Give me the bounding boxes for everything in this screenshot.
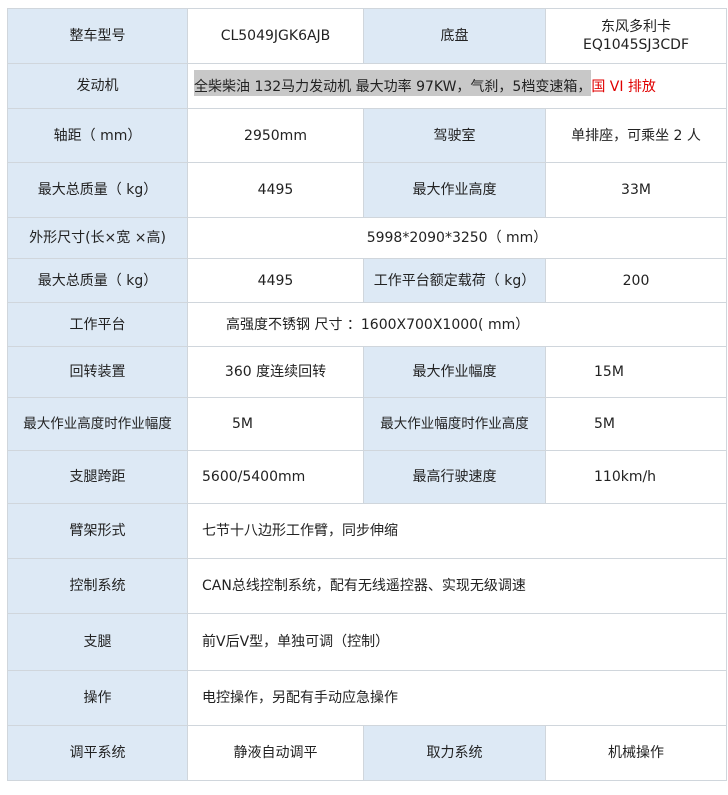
row-value: 单排座，可乘坐 2 人 <box>545 108 727 163</box>
row-value: CL5049JGK6AJB <box>187 8 364 64</box>
table-row: 操作 电控操作，另配有手动应急操作 <box>7 670 727 726</box>
row-value: 200 <box>545 258 727 303</box>
spec-table: 整车型号 CL5049JGK6AJB 底盘 东风多利卡 EQ1045SJ3CDF … <box>7 8 727 781</box>
row-label: 驾驶室 <box>363 108 546 163</box>
engine-text: 全柴柴油 132马力发动机 最大功率 97KW，气刹，5档变速箱， <box>194 70 592 96</box>
row-value: 5600/5400mm <box>187 450 364 504</box>
row-label: 工作平台 <box>7 302 188 347</box>
row-label: 取力系统 <box>363 725 546 781</box>
row-label: 臂架形式 <box>7 503 188 559</box>
row-value: 5998*2090*3250（ mm） <box>187 217 727 259</box>
row-value: 360 度连续回转 <box>187 346 364 398</box>
row-value: CAN总线控制系统，配有无线遥控器、实现无级调速 <box>187 558 727 614</box>
table-row: 臂架形式 七节十八边形工作臂，同步伸缩 <box>7 503 727 559</box>
row-label: 工作平台额定载荷（ kg） <box>363 258 546 303</box>
row-label: 外形尺寸(长×宽 ×高) <box>7 217 188 259</box>
chassis-brand: 东风多利卡 <box>601 19 671 35</box>
table-row: 整车型号 CL5049JGK6AJB 底盘 东风多利卡 EQ1045SJ3CDF <box>7 8 727 64</box>
row-value: 电控操作，另配有手动应急操作 <box>187 670 727 726</box>
row-value: 全柴柴油 132马力发动机 最大功率 97KW，气刹，5档变速箱，国 VI 排放 <box>187 63 727 109</box>
table-row: 工作平台 高强度不锈钢 尺寸 ：1600X700X1000( mm） <box>7 302 727 347</box>
table-row: 外形尺寸(长×宽 ×高) 5998*2090*3250（ mm） <box>7 217 727 259</box>
table-row: 支腿 前V后V型，单独可调（控制） <box>7 613 727 671</box>
row-value: 2950mm <box>187 108 364 163</box>
row-value: 5M <box>545 397 727 451</box>
row-value: 33M <box>545 162 727 218</box>
row-label: 最大总质量（ kg） <box>7 258 188 303</box>
row-label: 最大作业高度 <box>363 162 546 218</box>
row-label: 回转装置 <box>7 346 188 398</box>
row-value: 110km/h <box>545 450 727 504</box>
row-label: 发动机 <box>7 63 188 109</box>
table-row: 轴距（ mm） 2950mm 驾驶室 单排座，可乘坐 2 人 <box>7 108 727 163</box>
row-value: 静液自动调平 <box>187 725 364 781</box>
row-value: 4495 <box>187 258 364 303</box>
row-label: 最大作业幅度 <box>363 346 546 398</box>
row-label: 支腿 <box>7 613 188 671</box>
table-row: 最大总质量（ kg） 4495 最大作业高度 33M <box>7 162 727 218</box>
row-label: 最大总质量（ kg） <box>7 162 188 218</box>
row-value: 高强度不锈钢 尺寸 ：1600X700X1000( mm） <box>187 302 727 347</box>
row-label: 轴距（ mm） <box>7 108 188 163</box>
row-value: 15M <box>545 346 727 398</box>
emission-text: 国 VI 排放 <box>591 79 656 95</box>
table-row: 调平系统 静液自动调平 取力系统 机械操作 <box>7 725 727 781</box>
table-row: 支腿跨距 5600/5400mm 最高行驶速度 110km/h <box>7 450 727 504</box>
row-label: 调平系统 <box>7 725 188 781</box>
row-value: 4495 <box>187 162 364 218</box>
table-row: 控制系统 CAN总线控制系统，配有无线遥控器、实现无级调速 <box>7 558 727 614</box>
row-value: 东风多利卡 EQ1045SJ3CDF <box>545 8 727 64</box>
row-label: 操作 <box>7 670 188 726</box>
table-row: 最大总质量（ kg） 4495 工作平台额定载荷（ kg） 200 <box>7 258 727 303</box>
row-label: 最大作业幅度时作业高度 <box>363 397 546 451</box>
table-row: 最大作业高度时作业幅度 5M 最大作业幅度时作业高度 5M <box>7 397 727 451</box>
chassis-model: EQ1045SJ3CDF <box>582 37 690 53</box>
table-row: 回转装置 360 度连续回转 最大作业幅度 15M <box>7 346 727 398</box>
row-value: 七节十八边形工作臂，同步伸缩 <box>187 503 727 559</box>
row-label: 最高行驶速度 <box>363 450 546 504</box>
row-label: 底盘 <box>363 8 546 64</box>
row-label: 最大作业高度时作业幅度 <box>7 397 188 451</box>
row-label: 整车型号 <box>7 8 188 64</box>
row-label: 支腿跨距 <box>7 450 188 504</box>
row-label: 控制系统 <box>7 558 188 614</box>
row-value: 5M <box>187 397 364 451</box>
row-value: 前V后V型，单独可调（控制） <box>187 613 727 671</box>
row-value: 机械操作 <box>545 725 727 781</box>
table-row: 发动机 全柴柴油 132马力发动机 最大功率 97KW，气刹，5档变速箱，国 V… <box>7 63 727 109</box>
